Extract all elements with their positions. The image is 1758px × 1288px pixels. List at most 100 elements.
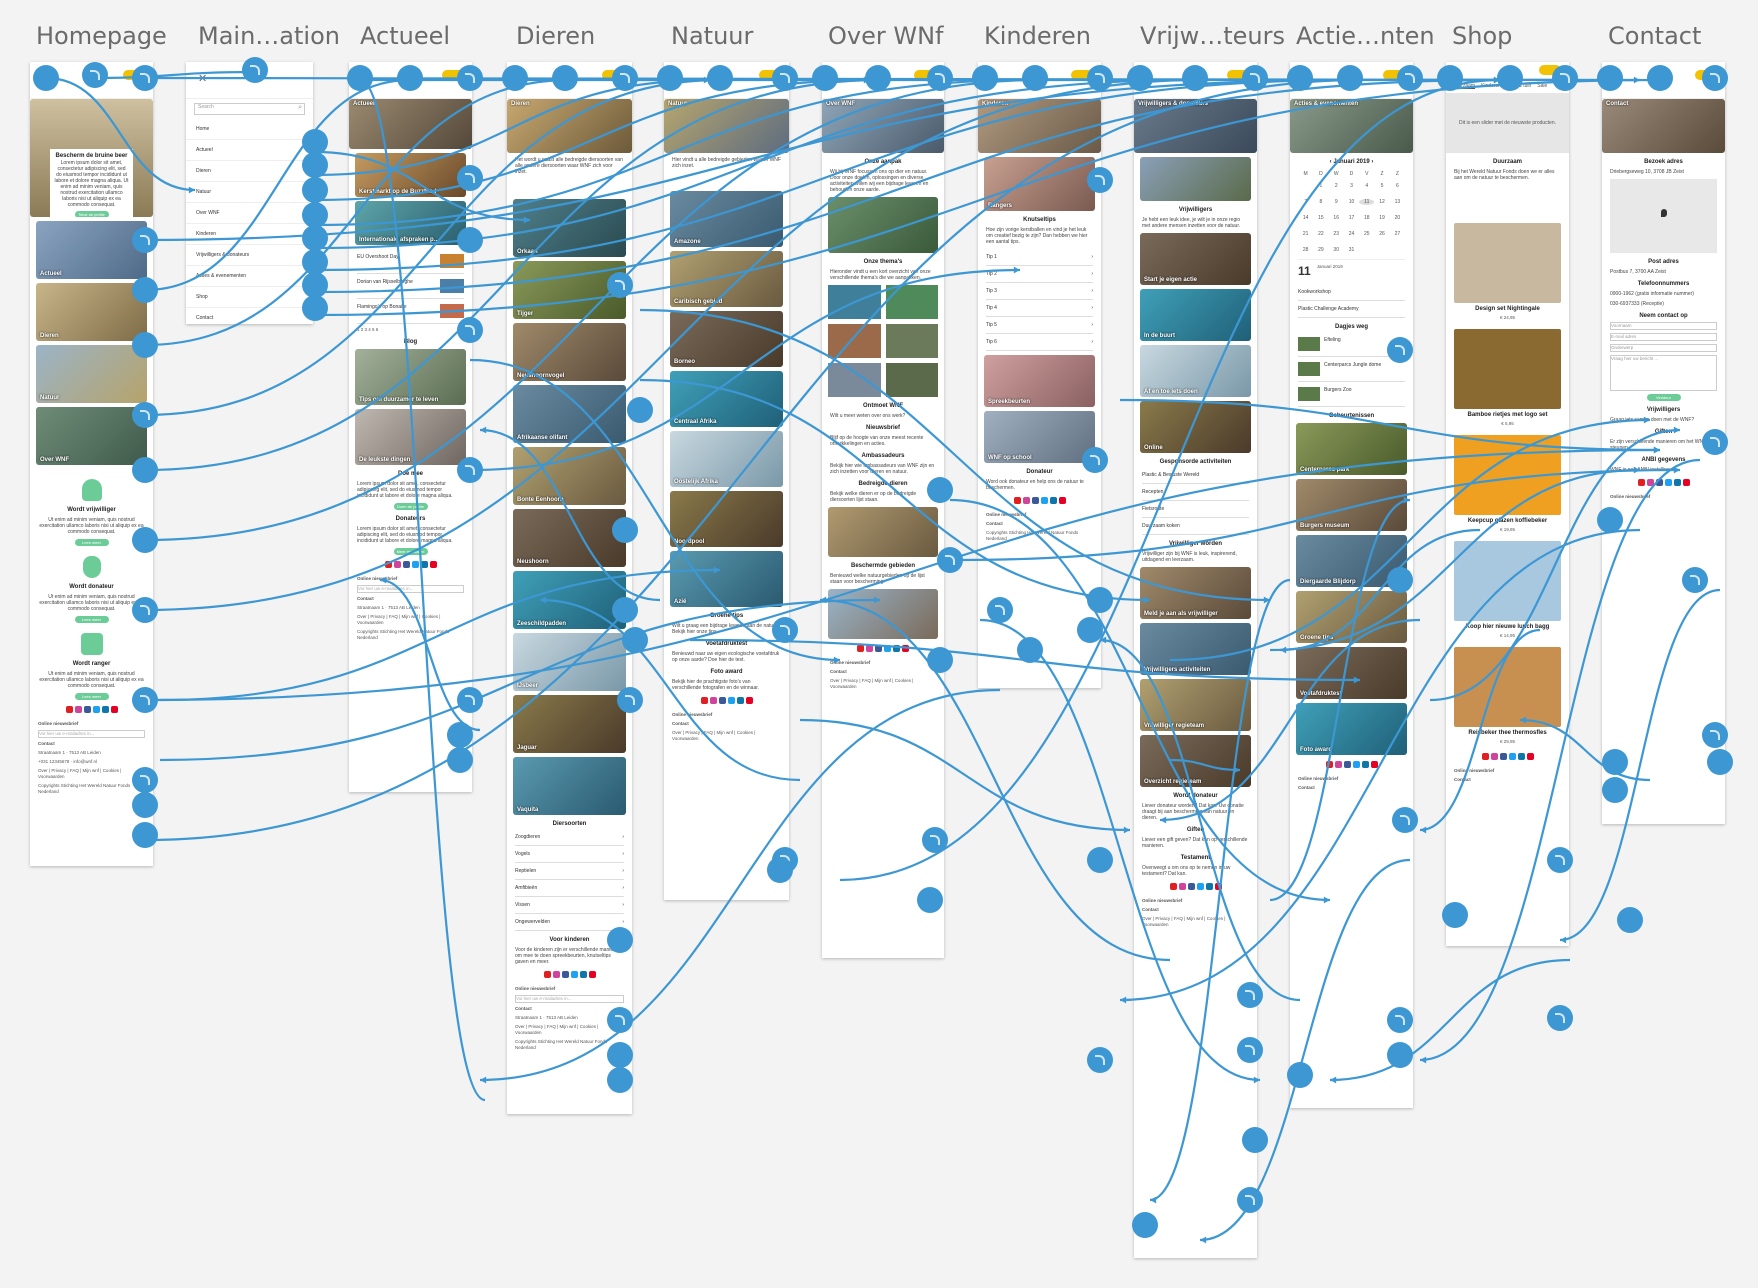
hotspot[interactable] (1617, 907, 1643, 933)
calendar-date[interactable]: 8 (1319, 199, 1323, 205)
calendar-date[interactable]: 29 (1318, 247, 1324, 253)
actie-tile[interactable]: Voetafdruktest (1296, 647, 1407, 699)
calendar-dates[interactable]: 1 2 3 4 5 6 7 8 9 10 11 12 13 14 15 16 17 18 19 20 21 22 23 24 2… (1298, 183, 1405, 253)
hotspot[interactable] (1602, 749, 1628, 775)
tile-dieren[interactable]: Dieren (36, 283, 147, 341)
hotspot[interactable] (1702, 722, 1728, 748)
close-icon[interactable]: ✕ (198, 73, 208, 85)
calendar-date[interactable]: 13 (1394, 199, 1401, 205)
hotspot[interactable] (607, 1067, 633, 1093)
hotspot[interactable] (302, 295, 328, 321)
species-row[interactable]: Vogels › (515, 846, 624, 863)
email-field[interactable]: E-mail adres (1610, 333, 1717, 341)
hotspot[interactable] (302, 225, 328, 251)
calendar-date[interactable] (1298, 183, 1313, 189)
sponsor-row[interactable]: Duurzaam koken (1142, 518, 1249, 535)
actie-tile[interactable]: Foto award (1296, 703, 1407, 755)
hotspot[interactable] (1497, 65, 1523, 91)
hotspot[interactable] (302, 272, 328, 298)
hotspot[interactable] (1547, 1005, 1573, 1031)
hotspot[interactable] (1387, 337, 1413, 363)
hotspot[interactable] (772, 65, 798, 91)
product-card[interactable]: Design set Nightingale € 24,95 (1454, 223, 1561, 321)
hotspot[interactable] (132, 332, 158, 358)
hotspot[interactable] (1707, 749, 1733, 775)
product-card[interactable]: Koop hier nieuwe lunch bagg € 14,95 (1454, 541, 1561, 639)
hotspot[interactable] (302, 202, 328, 228)
hotspot[interactable] (502, 65, 528, 91)
calendar-date[interactable]: 6 (1395, 183, 1399, 189)
hotspot[interactable] (607, 1042, 633, 1068)
hotspot[interactable] (132, 767, 158, 793)
calendar-date[interactable]: 4 (1365, 183, 1369, 189)
block-button[interactable]: Lees meer (74, 693, 109, 700)
calendar-date[interactable]: 3 (1350, 183, 1353, 189)
hotspot[interactable] (1552, 65, 1578, 91)
calendar-date[interactable]: 17 (1348, 215, 1355, 221)
hotspot[interactable] (812, 65, 838, 91)
calendar-date[interactable]: 18 (1364, 215, 1370, 221)
hotspot[interactable] (1387, 1042, 1413, 1068)
hotspot[interactable] (1087, 65, 1113, 91)
hotspot[interactable] (1087, 167, 1113, 193)
area-tile[interactable]: Borneo (670, 311, 783, 367)
calendar-date[interactable]: 21 (1302, 231, 1309, 237)
product-card[interactable]: Reisbeker thee thermosfles € 29,95 (1454, 647, 1561, 745)
calendar-date[interactable]: 1 (1319, 183, 1323, 189)
calendar-month[interactable]: ‹ Januari 2019 › (1329, 159, 1374, 165)
hotspot[interactable] (612, 597, 638, 623)
news-row[interactable]: EU Overshoot Day (357, 249, 464, 274)
block-button[interactable]: Lees meer (74, 616, 109, 623)
tile-actueel[interactable]: Actueel (36, 221, 147, 279)
species-row[interactable]: Vissen › (515, 897, 624, 914)
hotspot[interactable] (865, 65, 891, 91)
calendar-date[interactable]: 28 (1302, 247, 1309, 253)
event-row[interactable]: Plastic Challenge Academy (1298, 301, 1405, 318)
hotspot[interactable] (607, 1007, 633, 1033)
hotspot[interactable] (457, 65, 483, 91)
wnf-logo[interactable] (914, 70, 936, 80)
hotspot[interactable] (457, 457, 483, 483)
animal-tile[interactable]: Zeeschildpadden (513, 571, 626, 629)
subject-select[interactable]: Onderwerp (1610, 344, 1717, 352)
calendar-date[interactable]: 2 (1334, 183, 1338, 189)
calendar-date[interactable]: 23 (1333, 231, 1339, 237)
area-tile[interactable]: Oostelijk Afrika (670, 431, 783, 487)
animal-tile[interactable]: Jaguar (513, 695, 626, 753)
hotspot[interactable] (1287, 1062, 1313, 1088)
thema-tile[interactable] (885, 285, 938, 319)
vrijwilliger-worden-tile[interactable]: Meld je aan als vrijwilliger (1140, 567, 1251, 619)
hotspot[interactable] (33, 65, 59, 91)
hotspot[interactable] (927, 477, 953, 503)
hotspot[interactable] (1337, 65, 1363, 91)
hotspot[interactable] (1087, 847, 1113, 873)
hotspot[interactable] (937, 547, 963, 573)
thema-tile[interactable] (885, 324, 938, 358)
hotspot[interactable] (1022, 65, 1048, 91)
hotspot[interactable] (132, 227, 158, 253)
hotspot[interactable] (132, 65, 158, 91)
calendar-date[interactable]: 30 (1333, 247, 1339, 253)
tip-row[interactable]: Tip 4 › (986, 300, 1093, 317)
actie-tile[interactable]: Groene tips (1296, 591, 1407, 643)
actie-tile[interactable]: Centerparcs park (1296, 423, 1407, 475)
hotspot[interactable] (1387, 1007, 1413, 1033)
dagje-row[interactable]: Centerparcs Jungle dome (1298, 357, 1405, 382)
hotspot[interactable] (1702, 429, 1728, 455)
hotspot[interactable] (927, 65, 953, 91)
animal-tile[interactable]: Neushoorn (513, 509, 626, 567)
vrijwilliger-worden-tile[interactable]: Vrijwilligers activiteiten (1140, 623, 1251, 675)
chevron-right-icon[interactable]: › (1369, 159, 1374, 165)
calendar-date[interactable]: 24 (1348, 231, 1355, 237)
hotspot[interactable] (457, 165, 483, 191)
send-button[interactable]: Verstuur (1646, 394, 1681, 401)
hotspot[interactable] (1237, 982, 1263, 1008)
menu-item-home[interactable]: Home (186, 119, 313, 140)
hotspot[interactable] (302, 177, 328, 203)
school-tile[interactable]: WNF op school (984, 411, 1095, 463)
hotspot[interactable] (707, 65, 733, 91)
blog-item[interactable]: De leukste dingen (355, 409, 466, 465)
hotspot[interactable] (1682, 567, 1708, 593)
hotspot[interactable] (132, 597, 158, 623)
hotspot[interactable] (617, 687, 643, 713)
